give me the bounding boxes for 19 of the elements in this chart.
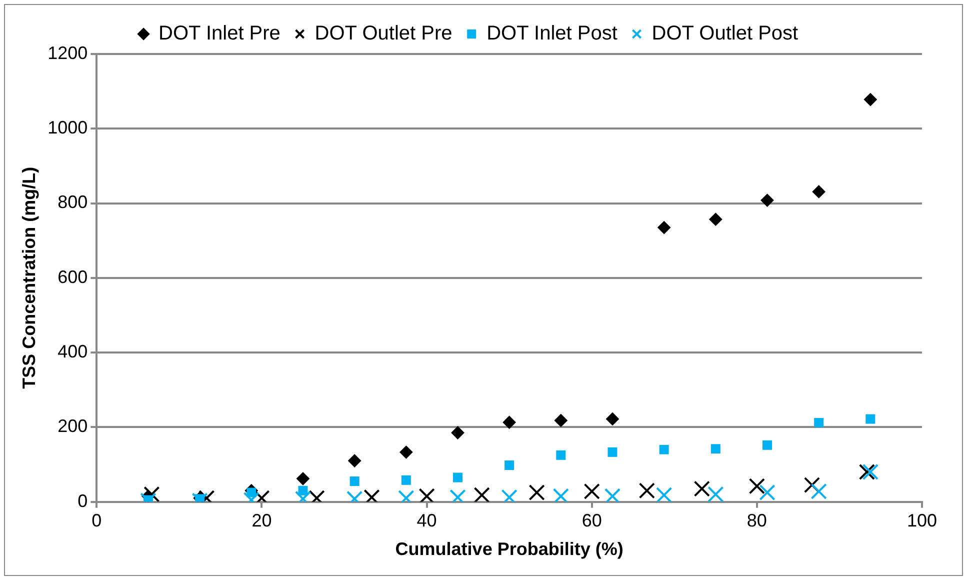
y-tick-label: 1000 [48, 118, 88, 138]
x-tick-label: 80 [746, 510, 767, 531]
x-tick-label: 40 [416, 510, 437, 531]
y-tick-label: 0 [78, 490, 88, 511]
x-tick-label: 60 [582, 510, 602, 531]
x-tick-label: 0 [92, 510, 102, 531]
y-tick-label: 800 [58, 192, 88, 212]
x-tick-label: 20 [252, 510, 272, 531]
legend-label: DOT Outlet Post [652, 22, 799, 45]
y-tick-label: 200 [58, 416, 88, 436]
y-tick-label: 1200 [48, 42, 88, 63]
legend-label: DOT Outlet Pre [314, 22, 452, 45]
x-axis-title: Cumulative Probability (%) [395, 539, 624, 560]
legend-label: DOT Inlet Pre [158, 22, 280, 45]
y-tick-label: 600 [58, 266, 88, 287]
y-axis-title: TSS Concentration (mg/L) [18, 166, 39, 389]
y-tick-label: 400 [58, 342, 88, 362]
legend-label: DOT Inlet Post [486, 22, 618, 45]
x-tick-label: 100 [906, 510, 938, 531]
